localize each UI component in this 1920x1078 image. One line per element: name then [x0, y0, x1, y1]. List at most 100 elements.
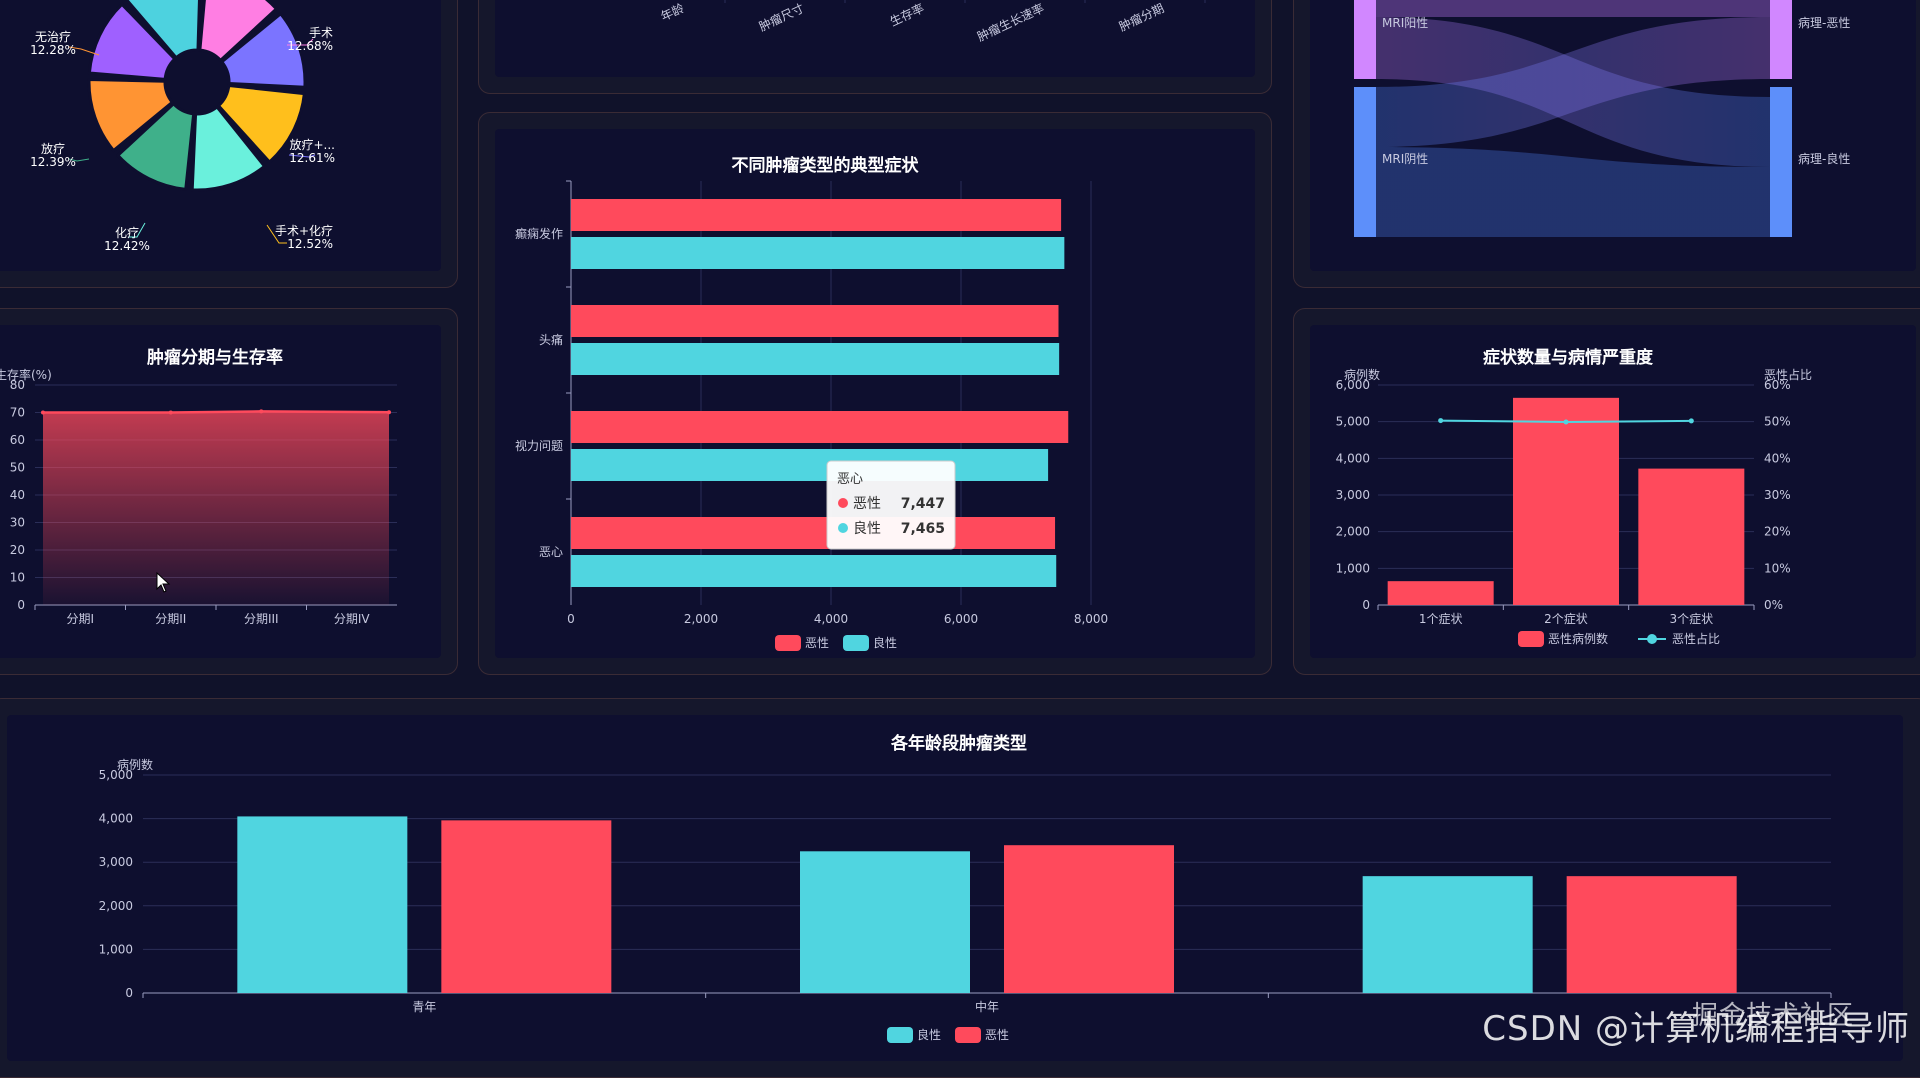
y-right-tick-label: 0%	[1764, 598, 1783, 612]
chart-title: 不同肿瘤类型的典型症状	[732, 155, 920, 176]
y-tick-label: 头痛	[539, 332, 563, 347]
sankey-node	[1770, 0, 1792, 79]
chart-title: 症状数量与病情严重度	[1483, 347, 1654, 368]
pie-label: 放疗	[41, 141, 65, 156]
tooltip-marker	[838, 498, 848, 508]
y-right-tick-label: 30%	[1764, 488, 1791, 502]
y-tick-label: 2,000	[99, 899, 133, 913]
sankey-link	[1376, 17, 1770, 147]
y-tick-label: 10	[10, 571, 25, 585]
pie-label-line	[287, 38, 314, 46]
y-tick-label: 1,000	[99, 942, 133, 956]
legend-swatch-benign	[887, 1027, 913, 1043]
legend-swatch-count	[1518, 631, 1544, 647]
pie-label: 手术+化疗	[275, 224, 333, 238]
x-tick-label: 分期IV	[334, 612, 371, 626]
legend-swatch-malignant	[775, 635, 801, 651]
pie-label: 手术	[309, 26, 333, 40]
correlation-axis: 年龄 肿瘤尺寸 生存率 肿瘤生长速率 肿瘤分期	[659, 0, 1206, 44]
symptoms-panel: 不同肿瘤类型的典型症状 0 2,000 4,000 6,000 8,000 癫痫发作 头痛 视力…	[478, 112, 1272, 675]
y-tick-label: 40	[10, 488, 25, 502]
x-tick-label: 0	[567, 612, 575, 626]
y-tick-label: 2,000	[1336, 525, 1370, 539]
y-tick-label: 0	[125, 986, 133, 1000]
x-tick-label: 青年	[412, 1000, 436, 1014]
sankey-left-label: MRI阳性	[1382, 16, 1428, 30]
corr-x-label: 肿瘤分期	[1116, 0, 1166, 34]
bar-malignant-count	[1387, 581, 1494, 605]
watermark: 掘金技术社区 CSDN @计算机编程指导师	[1482, 1001, 1910, 1050]
ratio-point	[1563, 419, 1569, 425]
bar-malignant	[441, 820, 612, 993]
bar-malignant	[571, 305, 1059, 337]
corr-x-label: 肿瘤生长速率	[975, 0, 1047, 44]
y-axis-label: 病例数	[117, 757, 153, 772]
y-tick-label: 0	[1362, 598, 1370, 612]
legend-label: 良性	[873, 635, 897, 650]
pie-label-line	[129, 222, 146, 238]
y-tick-label: 癫痫发作	[515, 226, 563, 241]
sankey-right-label: 病理-良性	[1798, 151, 1850, 166]
y-tick-label: 70	[10, 406, 25, 420]
x-tick-label: 8,000	[1074, 612, 1108, 626]
symptom-count-panel: 症状数量与病情严重度 病例数 恶性占比 0 1,000 2,000 3,000 4,000 5,…	[1293, 308, 1920, 675]
tooltip-marker	[838, 523, 848, 533]
bar-malignant	[571, 411, 1069, 443]
bar-benign	[237, 816, 408, 993]
legend-label: 恶性	[985, 1028, 1009, 1042]
y-tick-label: 4,000	[1336, 451, 1370, 465]
sankey-link	[1376, 0, 1770, 18]
x-tick-label: 3个症状	[1670, 611, 1714, 626]
y-tick-label: 50	[10, 461, 25, 475]
sankey-left-label: MRI阴性	[1382, 152, 1428, 166]
bar-malignant	[571, 199, 1062, 231]
y-tick-label: 1,000	[1336, 561, 1370, 575]
x-tick-label: 4,000	[814, 612, 848, 626]
chart-title: 各年龄段肿瘤类型	[890, 733, 1027, 754]
y-tick-label: 5,000	[99, 768, 133, 782]
pie-label-line	[68, 158, 90, 162]
tooltip-value: 7,447	[901, 496, 945, 512]
x-tick-label: 2,000	[684, 612, 718, 626]
age-groups-panel: 各年龄段肿瘤类型 病例数 0 1,000 2,000 3,000 4,000 5,000 青年 中…	[0, 698, 1920, 1078]
x-tick-label: 分期I	[66, 612, 94, 626]
bar-benign	[571, 237, 1065, 269]
legend-label: 恶性占比	[1672, 631, 1720, 646]
legend-marker-ratio	[1647, 634, 1657, 644]
pie-slice	[87, 77, 174, 153]
pie-slice	[190, 105, 267, 192]
pie-label: 化疗	[115, 226, 139, 240]
pie-slice	[87, 2, 177, 81]
data-point	[168, 410, 173, 415]
pie-value-label: 12.39%	[30, 155, 76, 169]
bar-benign	[571, 555, 1057, 587]
ratio-point	[1438, 418, 1444, 424]
bar-benign	[1362, 876, 1533, 993]
legend-swatch-malignant	[955, 1027, 981, 1043]
pie-label-line	[288, 154, 316, 158]
data-point	[387, 410, 391, 415]
sankey-node	[1770, 87, 1792, 237]
bar-benign	[571, 449, 1049, 481]
corr-x-label: 生存率	[887, 0, 926, 29]
bar-malignant	[1004, 845, 1174, 993]
pie-slice	[198, 0, 278, 62]
bar-malignant	[1566, 876, 1737, 993]
x-tick-label: 2个症状	[1544, 611, 1588, 626]
pie-value-label: 12.28%	[30, 43, 76, 57]
pie-value-label: 12.61%	[289, 151, 335, 165]
pie-value-label: 12.68%	[287, 39, 333, 53]
pie-slice	[116, 102, 196, 191]
series-line	[43, 410, 390, 414]
sankey-right-label: 病理-恶性	[1798, 15, 1850, 30]
pie-slice	[220, 12, 307, 89]
x-tick-label: 1个症状	[1419, 611, 1463, 626]
y-tick-label: 30	[10, 516, 25, 530]
y-axis-label: 生存率(%)	[0, 367, 52, 382]
stage-survival-panel: 肿瘤分期与生存率 生存率(%) 0 10 20 30 40 50 60 70 80 分期I 分期II 分期…	[0, 308, 458, 675]
y-right-tick-label: 10%	[1764, 561, 1791, 575]
sankey-node	[1354, 0, 1376, 79]
